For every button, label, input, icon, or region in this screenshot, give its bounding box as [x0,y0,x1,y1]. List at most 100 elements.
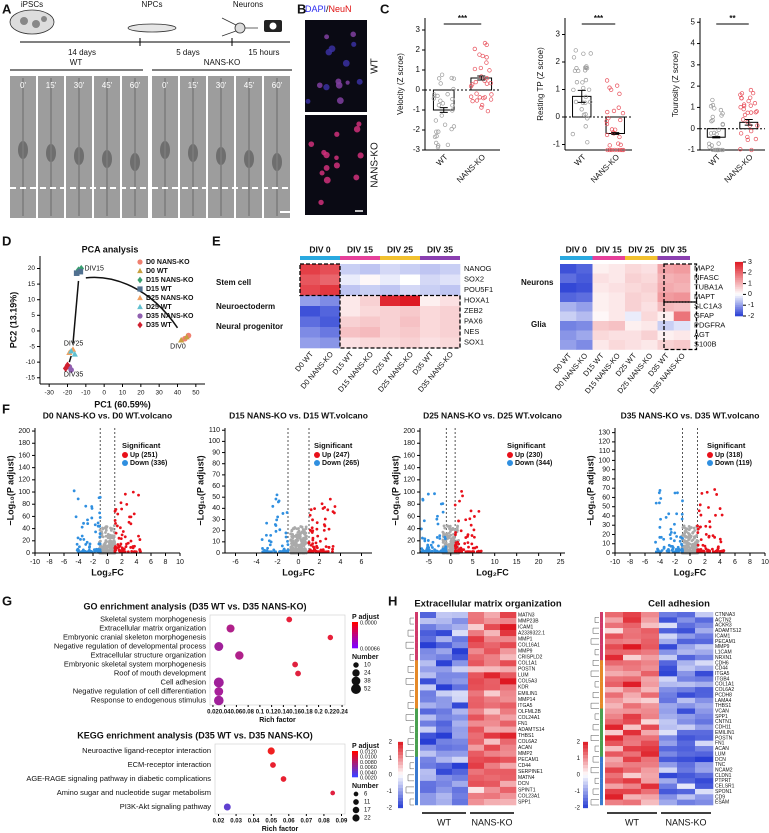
heatmap-cell [436,774,453,782]
legend-title: Significant [707,441,746,450]
cell-point [484,42,489,47]
term-label: Cell adhesion [161,677,206,686]
panel-label: F [2,401,10,416]
heatmap-cell [623,799,642,806]
cell-point [570,131,575,137]
gene-point [88,545,91,548]
heatmap-cell [623,751,642,758]
colorbar-label: 0 [748,291,752,298]
heatmap-cell [659,617,678,624]
heatmap-cell [659,735,678,741]
term-label: Extracellular structure organization [91,650,206,659]
cell-point [588,99,593,105]
gene-point [654,550,658,554]
gene-point [120,507,124,511]
y-tick-label: 130 [598,429,610,436]
heatmap-cell [623,681,642,688]
duration-label: 15 hours [248,48,279,57]
gene-point [309,528,312,532]
error-bar [744,119,753,126]
colorbar-label: 2 [748,270,752,277]
heatmap-cell [605,713,624,720]
y-tick-label: 60 [602,494,610,501]
gene-point [704,547,708,551]
point [137,303,143,310]
heatmap-cell [468,768,485,776]
gene-point [468,550,471,554]
cell-point [609,147,615,153]
cell-point [450,103,455,108]
heatmap-cell [657,292,675,303]
heatmap-cell [484,756,501,764]
cell-point [750,90,756,96]
heatmap-cell [659,719,678,725]
heatmap-cell [677,772,696,779]
heatmap-cell [641,311,658,322]
cell-point [604,78,610,83]
gene-point [669,544,673,548]
gene-point [86,522,90,525]
heatmap-cell [605,697,624,704]
heatmap-cell [500,774,517,782]
heatmap-cell [677,681,696,688]
heatmap-cell [452,768,469,776]
gene-point [280,544,284,548]
heatmap-cell [468,624,485,631]
heatmap-cell [452,750,469,758]
row-label: SOX1 [464,338,484,347]
cluster-bar [415,624,418,631]
cluster-bar [415,684,418,691]
dot [223,803,231,811]
heatmap-cell [677,617,696,624]
colorbar-label: -2 [748,313,754,320]
cell-point [714,131,719,137]
gene-point [289,532,292,536]
gene-point [115,546,119,550]
gene-point [260,538,264,541]
heatmap-cell [659,649,678,656]
heatmap-cell [659,638,678,645]
heatmap-cell [677,719,696,725]
gene-point [96,521,100,525]
x-tick-label: 20 [535,559,543,566]
gene-point [692,548,696,552]
colorbar-step [352,769,358,772]
gene-point [659,550,662,554]
gene-point [459,546,463,550]
cell-point [748,87,754,93]
nucleus [318,199,324,206]
x-tick-label: -2 [672,559,678,566]
heatmap-cell [484,624,501,631]
cluster-bar [600,697,603,704]
heatmap-cell [659,660,678,666]
dendrogram [590,617,599,806]
colorbar-step [398,791,403,795]
column-group-label: DIV 35 [661,244,687,254]
gene-label: CDH11 [715,725,731,731]
legend-label: D25 NANS-KO [146,295,194,302]
cluster-bar [600,735,603,741]
gene-point [284,531,288,535]
row-group-label: Neurons [521,278,554,287]
cell [20,17,28,25]
heatmap-cell [560,292,577,303]
dot [292,661,299,668]
heatmap-cell [623,676,642,682]
gene-point [684,527,688,531]
gene-point [469,509,473,513]
heatmap-cell [677,762,696,768]
heatmap-cell [695,697,714,704]
gene-point [291,549,295,553]
gene-point [107,544,111,548]
heatmap-cell [641,778,660,784]
dot [267,747,275,755]
heatmap-cell [436,750,453,758]
colorbar-step [398,784,403,789]
x-tick-label: -4 [657,559,663,566]
gene-point [261,547,264,550]
heatmap-cell [623,697,642,704]
heatmap-cell [340,285,361,296]
heatmap-cell [436,744,453,752]
gene-point [467,545,470,549]
heatmap-cell [320,337,341,349]
